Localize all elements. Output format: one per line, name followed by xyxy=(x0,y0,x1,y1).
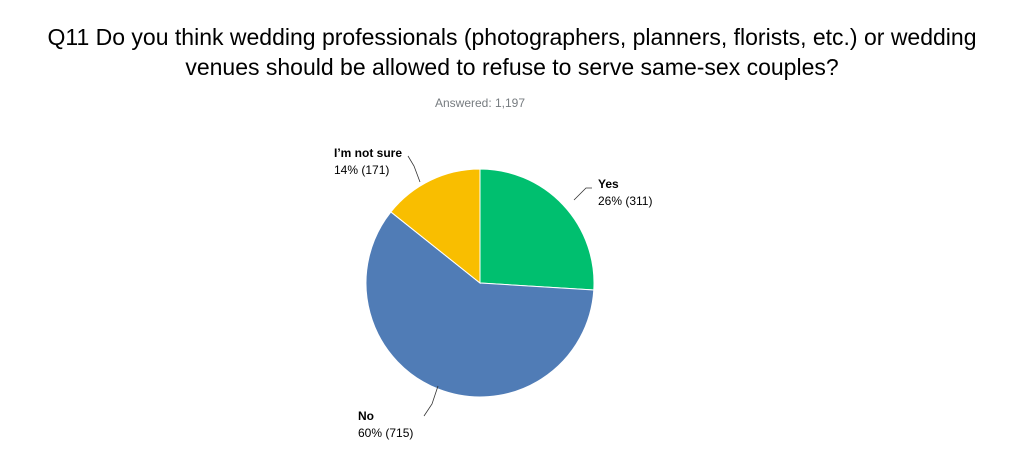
answered-count: Answered: 1,197 xyxy=(434,96,526,110)
slice-value-no: 60% (715) xyxy=(358,426,413,440)
leader-line-yes xyxy=(573,187,592,201)
slice-label-yes: Yes xyxy=(598,177,619,191)
chart-title-line-1: Q11 Do you think wedding professionals (… xyxy=(47,24,977,50)
slice-value-i-m-not-sure: 14% (171) xyxy=(334,163,389,177)
slice-value-yes: 26% (311) xyxy=(598,194,652,208)
leader-line-i-m-not-sure xyxy=(407,155,421,183)
chart-title-line-2: venues should be allowed to refuse to se… xyxy=(185,54,839,80)
leader-line-no xyxy=(423,385,439,417)
pie-slice-no xyxy=(365,211,595,398)
slice-label-no: No xyxy=(358,409,374,423)
slice-label-i-m-not-sure: I’m not sure xyxy=(334,146,402,160)
pie-slice-i-m-not-sure xyxy=(390,168,481,285)
chart-title: Q11 Do you think wedding professionals (… xyxy=(0,22,1024,82)
pie-slice-yes xyxy=(479,168,595,291)
